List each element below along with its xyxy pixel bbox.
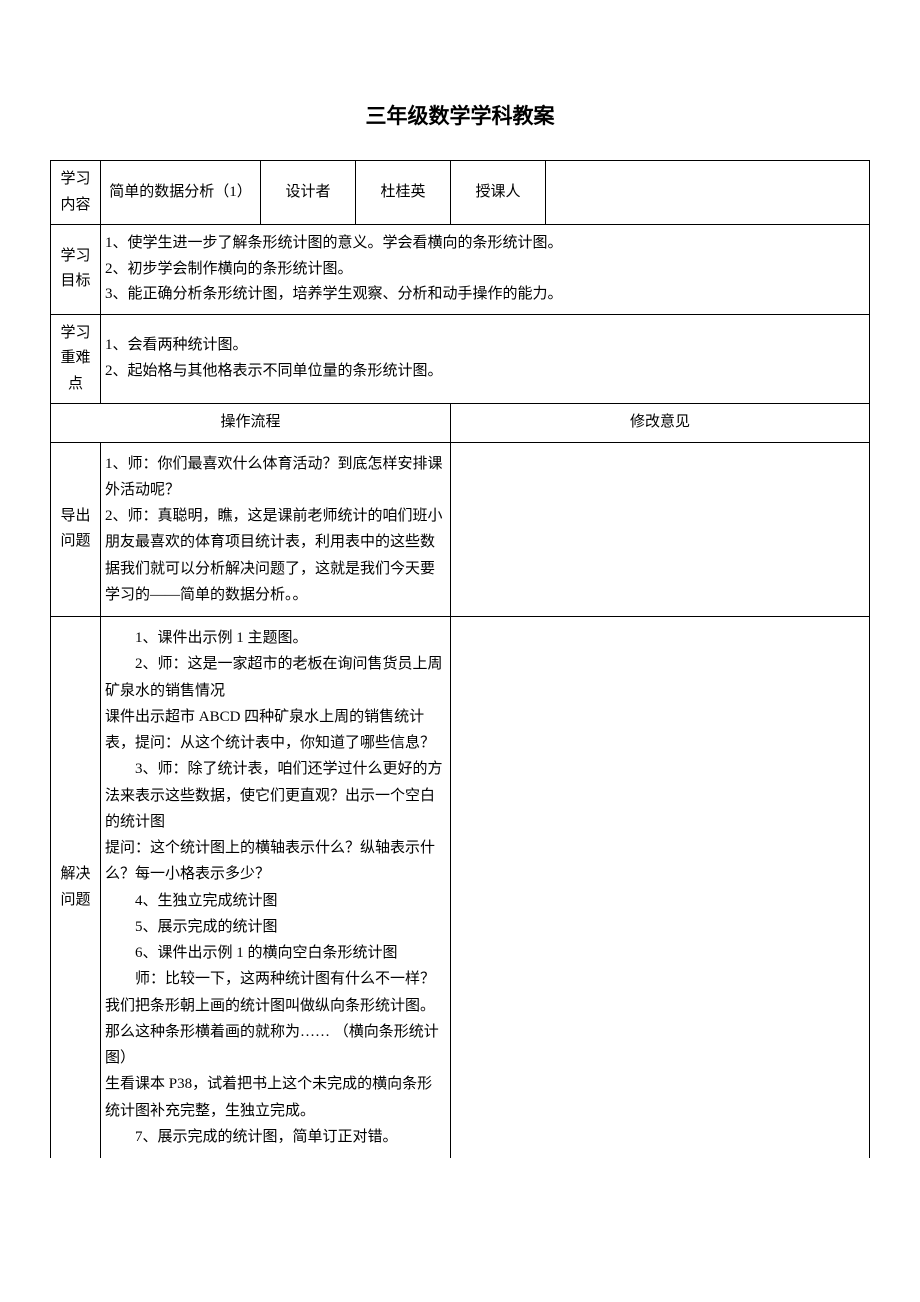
label-designer: 设计者 [261, 161, 356, 225]
goal-line-3: 3、能正确分析条形统计图，培养学生观察、分析和动手操作的能力。 [105, 282, 865, 308]
s2-p2: 2、师：这是一家超市的老板在询问售货员上周矿泉水的销售情况 [105, 651, 446, 704]
label-study-goal: 学习目标 [51, 225, 101, 315]
s2-p3: 课件出示超市 ABCD 四种矿泉水上周的销售统计表，提问：从这个统计表中，你知道… [105, 704, 446, 757]
content-section-1: 1、师：你们最喜欢什么体育活动？到底怎样安排课外活动呢？ 2、师：真聪明，瞧，这… [101, 442, 451, 617]
label-study-content: 学习内容 [51, 161, 101, 225]
s2-p6: 4、生独立完成统计图 [105, 888, 446, 914]
value-key-points: 1、会看两种统计图。 2、起始格与其他格表示不同单位量的条形统计图。 [101, 314, 870, 404]
label-key-points: 学习重难点 [51, 314, 101, 404]
value-teacher [546, 161, 870, 225]
value-study-goal: 1、使学生进一步了解条形统计图的意义。学会看横向的条形统计图。 2、初步学会制作… [101, 225, 870, 315]
value-designer: 杜桂英 [356, 161, 451, 225]
suggestion-1 [451, 442, 870, 617]
s2-p10: 生看课本 P38，试着把书上这个未完成的横向条形统计图补充完整，生独立完成。 [105, 1071, 446, 1124]
goal-line-2: 2、初步学会制作横向的条形统计图。 [105, 257, 865, 283]
label-section-1: 导出问题 [51, 442, 101, 617]
s2-p5: 提问：这个统计图上的横轴表示什么？纵轴表示什么？每一小格表示多少？ [105, 835, 446, 888]
s2-p11: 7、展示完成的统计图，简单订正对错。 [105, 1124, 446, 1150]
s1-p2: 2、师：真聪明，瞧，这是课前老师统计的咱们班小朋友最喜欢的体育项目统计表，利用表… [105, 503, 446, 608]
s1-p1: 1、师：你们最喜欢什么体育活动？到底怎样安排课外活动呢？ [105, 451, 446, 504]
s2-p1: 1、课件出示例 1 主题图。 [105, 625, 446, 651]
s2-p9: 师：比较一下，这两种统计图有什么不一样？我们把条形朝上画的统计图叫做纵向条形统计… [105, 966, 446, 1071]
label-section-2: 解决问题 [51, 617, 101, 1159]
keypoint-line-2: 2、起始格与其他格表示不同单位量的条形统计图。 [105, 359, 865, 385]
suggestion-2 [451, 617, 870, 1159]
header-suggestion: 修改意见 [451, 404, 870, 443]
lesson-plan-table: 学习内容 简单的数据分析（1） 设计者 杜桂英 授课人 学习目标 1、使学生进一… [50, 160, 870, 1158]
goal-line-1: 1、使学生进一步了解条形统计图的意义。学会看横向的条形统计图。 [105, 231, 865, 257]
page-title: 三年级数学学科教案 [50, 100, 870, 130]
keypoint-line-1: 1、会看两种统计图。 [105, 333, 865, 359]
s2-p8: 6、课件出示例 1 的横向空白条形统计图 [105, 940, 446, 966]
label-teacher: 授课人 [451, 161, 546, 225]
content-section-2: 1、课件出示例 1 主题图。 2、师：这是一家超市的老板在询问售货员上周矿泉水的… [101, 617, 451, 1159]
s2-p7: 5、展示完成的统计图 [105, 914, 446, 940]
value-study-content: 简单的数据分析（1） [101, 161, 261, 225]
header-flow: 操作流程 [51, 404, 451, 443]
s2-p4: 3、师：除了统计表，咱们还学过什么更好的方法来表示这些数据，使它们更直观？出示一… [105, 756, 446, 835]
